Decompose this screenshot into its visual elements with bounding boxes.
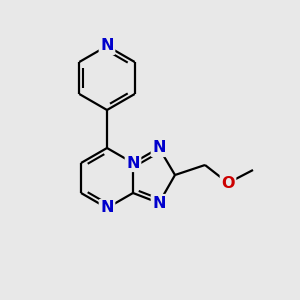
Text: N: N	[152, 196, 166, 211]
Text: N: N	[100, 38, 114, 53]
Text: N: N	[126, 155, 140, 170]
Text: N: N	[100, 200, 114, 215]
Text: N: N	[152, 140, 166, 155]
Text: O: O	[221, 176, 235, 190]
